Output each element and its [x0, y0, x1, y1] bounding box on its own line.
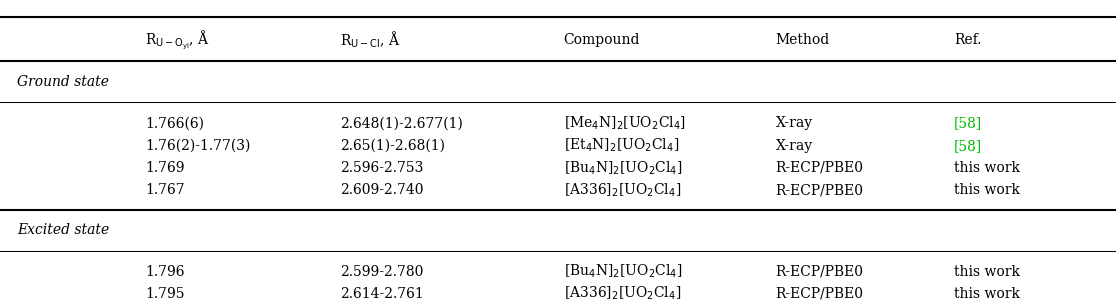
Text: 1.796: 1.796 [145, 265, 184, 279]
Text: R-ECP/PBE0: R-ECP/PBE0 [776, 161, 864, 175]
Text: [58]: [58] [954, 116, 982, 130]
Text: Excited state: Excited state [17, 223, 109, 237]
Text: 2.614-2.761: 2.614-2.761 [340, 287, 424, 301]
Text: [58]: [58] [954, 139, 982, 153]
Text: [Bu$_4$N]$_2$[UO$_2$Cl$_4$]: [Bu$_4$N]$_2$[UO$_2$Cl$_4$] [564, 159, 682, 177]
Text: Ref.: Ref. [954, 33, 982, 47]
Text: 1.767: 1.767 [145, 183, 185, 197]
Text: [Et$_4$N]$_2$[UO$_2$Cl$_4$]: [Et$_4$N]$_2$[UO$_2$Cl$_4$] [564, 137, 679, 154]
Text: R$_{\mathrm{U-O_{yl}}}$, Å: R$_{\mathrm{U-O_{yl}}}$, Å [145, 28, 210, 51]
Text: 1.795: 1.795 [145, 287, 184, 301]
Text: 1.76(2)-1.77(3): 1.76(2)-1.77(3) [145, 139, 250, 153]
Text: 2.609-2.740: 2.609-2.740 [340, 183, 424, 197]
Text: this work: this work [954, 183, 1020, 197]
Text: [Me$_4$N]$_2$[UO$_2$Cl$_4$]: [Me$_4$N]$_2$[UO$_2$Cl$_4$] [564, 115, 685, 132]
Text: [A336]$_2$[UO$_2$Cl$_4$]: [A336]$_2$[UO$_2$Cl$_4$] [564, 285, 681, 302]
Text: Compound: Compound [564, 33, 641, 47]
Text: this work: this work [954, 161, 1020, 175]
Text: this work: this work [954, 265, 1020, 279]
Text: 2.599-2.780: 2.599-2.780 [340, 265, 424, 279]
Text: this work: this work [954, 287, 1020, 301]
Text: 2.648(1)-2.677(1): 2.648(1)-2.677(1) [340, 116, 463, 130]
Text: R-ECP/PBE0: R-ECP/PBE0 [776, 183, 864, 197]
Text: 2.596-2.753: 2.596-2.753 [340, 161, 424, 175]
Text: 1.766(6): 1.766(6) [145, 116, 204, 130]
Text: X-ray: X-ray [776, 139, 812, 153]
Text: X-ray: X-ray [776, 116, 812, 130]
Text: [Bu$_4$N]$_2$[UO$_2$Cl$_4$]: [Bu$_4$N]$_2$[UO$_2$Cl$_4$] [564, 263, 682, 280]
Text: Ground state: Ground state [17, 75, 108, 89]
Text: 2.65(1)-2.68(1): 2.65(1)-2.68(1) [340, 139, 445, 153]
Text: Method: Method [776, 33, 830, 47]
Text: [A336]$_2$[UO$_2$Cl$_4$]: [A336]$_2$[UO$_2$Cl$_4$] [564, 182, 681, 199]
Text: R-ECP/PBE0: R-ECP/PBE0 [776, 265, 864, 279]
Text: R$_{\mathrm{U-Cl}}$, Å: R$_{\mathrm{U-Cl}}$, Å [340, 30, 401, 50]
Text: R-ECP/PBE0: R-ECP/PBE0 [776, 287, 864, 301]
Text: 1.769: 1.769 [145, 161, 184, 175]
